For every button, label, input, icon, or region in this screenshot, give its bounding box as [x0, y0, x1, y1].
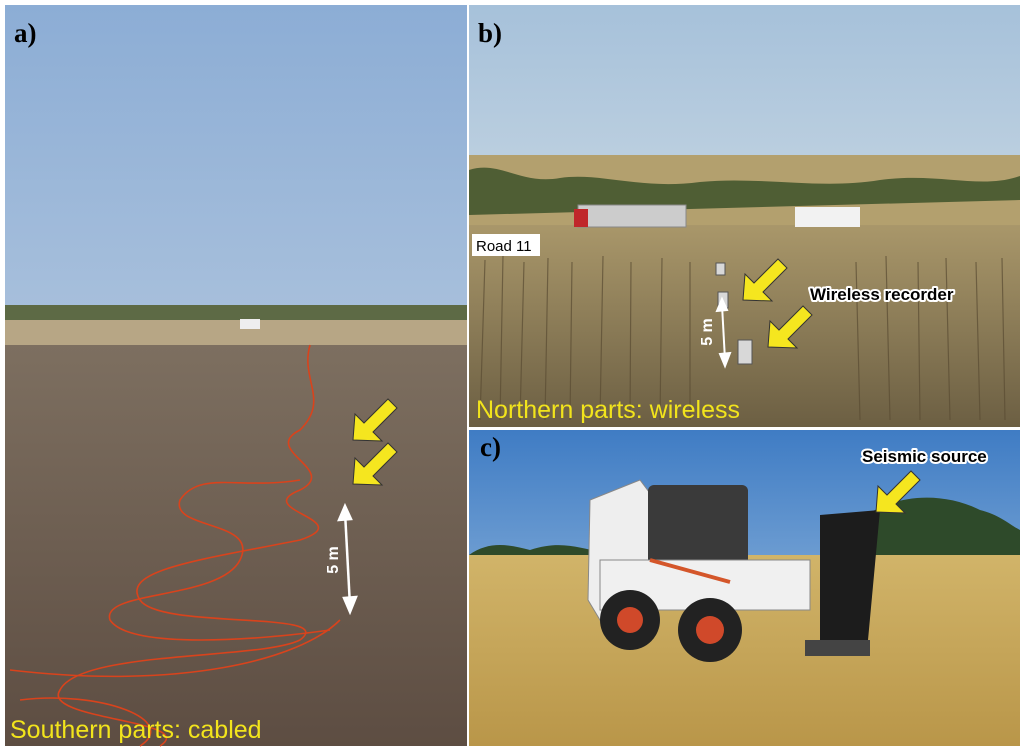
scale-label: 5 m — [325, 546, 342, 574]
road-label-box — [472, 234, 540, 256]
road-label: Road 11 — [476, 238, 532, 255]
arrow — [875, 470, 921, 514]
arrow — [352, 442, 398, 486]
callout: Wireless recorder — [810, 285, 954, 304]
panel-label: c) — [480, 432, 501, 462]
ground — [5, 345, 467, 746]
truck — [577, 204, 687, 228]
scale-arrow — [715, 296, 732, 369]
stalks — [479, 254, 1006, 421]
scale-label: 5 m — [699, 318, 716, 346]
horizon — [5, 305, 467, 323]
caption: Northern parts: wireless — [476, 396, 740, 424]
caption: Southern parts: cabled — [10, 716, 262, 744]
trees — [469, 497, 1020, 560]
van — [795, 207, 860, 227]
callout: Seismic source — [862, 447, 987, 466]
arrow — [742, 258, 788, 302]
arrow — [352, 398, 398, 442]
cables — [9, 344, 341, 747]
panel-c: Seismic source c) — [469, 430, 1020, 746]
arrow — [767, 305, 813, 349]
panel-label: b) — [478, 18, 502, 48]
field — [469, 225, 1020, 427]
panel-b: Road 11 Wireless recorder 5 m b) Norther… — [469, 5, 1020, 427]
scale-arrow — [337, 502, 358, 616]
truck-cab — [574, 209, 588, 227]
panel-a: 5 m a) Southern parts: cabled — [5, 5, 467, 747]
skid-steer — [587, 479, 880, 662]
trees — [469, 167, 1020, 215]
panel-label: a) — [14, 18, 37, 48]
van — [240, 319, 260, 329]
